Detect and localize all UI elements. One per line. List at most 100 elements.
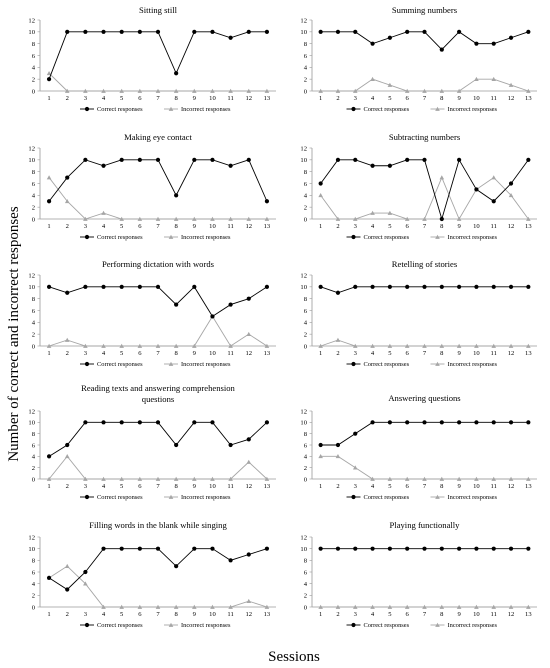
y-tick-label: 0 [32,88,36,95]
x-tick-label: 11 [491,483,497,490]
correct-point [83,29,88,34]
x-tick-label: 7 [156,611,160,618]
correct-point [192,284,197,289]
chart-legend: Correct responses Incorrect responses [346,622,498,629]
x-tick-label: 4 [371,483,375,490]
correct-point [174,564,179,569]
y-tick-label: 0 [32,476,36,483]
x-tick-label: 1 [319,350,322,357]
incorrect-point [422,88,427,93]
incorrect-point [119,604,124,609]
correct-point [155,420,161,425]
y-tick-label: 0 [32,604,36,611]
y-tick-label: 6 [304,308,308,315]
incorrect-point [526,343,531,348]
correct-point [119,420,124,425]
correct-point [405,284,410,289]
correct-point [210,420,215,425]
correct-point [264,546,270,551]
correct-point [246,552,251,557]
incorrect-point [491,604,497,609]
incorrect-point [491,343,497,348]
incorrect-point [404,604,410,609]
x-tick-label: 8 [440,350,444,357]
y-tick-label: 8 [304,169,308,176]
x-tick-label: 10 [473,483,480,490]
x-tick-label: 6 [406,611,410,618]
incorrect-point [439,604,445,609]
incorrect-point [210,476,215,481]
incorrect-point [526,604,531,609]
incorrect-point [318,604,323,609]
correct-series-line [48,159,268,202]
chart-title: Sitting still [139,5,178,15]
incorrect-point [192,216,197,221]
correct-point [65,29,70,34]
correct-point [264,29,270,34]
legend-incorrect-label: Incorrect responses [448,622,498,629]
incorrect-point [64,454,70,459]
y-tick-label: 10 [300,157,307,164]
x-tick-label: 5 [388,223,392,230]
incorrect-point [101,604,106,609]
y-tick-label: 4 [32,581,36,588]
y-tick-label: 6 [32,181,36,188]
correct-point [387,35,392,40]
legend-incorrect-label: Incorrect responses [448,106,498,113]
y-tick-label: 0 [304,343,308,350]
y-tick-label: 0 [304,216,308,223]
incorrect-point [439,175,445,180]
correct-point [370,163,375,168]
correct-series-line [320,158,529,221]
incorrect-point [352,604,358,609]
x-tick-label: 3 [354,95,358,102]
correct-point [353,157,358,162]
incorrect-series-line [48,72,267,92]
correct-point [457,157,462,162]
correct-point [387,163,392,168]
y-tick-label: 8 [32,169,36,176]
y-tick-label: 2 [32,204,35,211]
y-tick-label: 8 [32,431,36,438]
legend-incorrect-marker [168,106,174,111]
chart-legend: Correct responses Incorrect responses [80,106,231,113]
incorrect-point [83,476,88,481]
y-tick-label: 10 [300,284,307,291]
correct-point [318,181,323,186]
incorrect-point [352,465,358,470]
incorrect-point [210,604,215,609]
y-tick-label: 2 [304,465,307,472]
chart-legend: Correct responses Incorrect responses [346,361,498,368]
x-tick-label: 7 [423,350,427,357]
chart-title: Retelling of stories [392,259,458,269]
incorrect-point [246,459,252,464]
y-tick-label: 10 [300,29,307,36]
y-tick-label: 12 [300,17,307,24]
correct-point [46,454,52,459]
y-tick-label: 4 [32,320,36,327]
correct-point [318,284,323,289]
y-tick-label: 12 [300,534,307,541]
x-tick-label: 3 [84,95,88,102]
incorrect-point [491,76,497,82]
y-tick-label: 12 [28,534,35,541]
x-tick-label: 12 [508,611,515,618]
correct-point [119,157,124,162]
correct-point [264,420,270,425]
incorrect-point [422,604,427,609]
incorrect-point [335,454,341,459]
correct-point [192,157,197,162]
legend-incorrect-label: Incorrect responses [181,106,231,113]
incorrect-point [264,216,270,221]
x-tick-label: 1 [47,483,50,490]
incorrect-point [264,88,270,93]
correct-point [228,302,233,307]
incorrect-point [335,216,341,221]
x-tick-label: 4 [102,350,106,357]
legend-correct-marker [351,622,356,628]
chart-title: questions [142,394,175,404]
x-tick-label: 10 [473,95,480,102]
correct-point [526,157,531,162]
correct-point [228,163,233,168]
x-tick-label: 1 [47,95,50,102]
